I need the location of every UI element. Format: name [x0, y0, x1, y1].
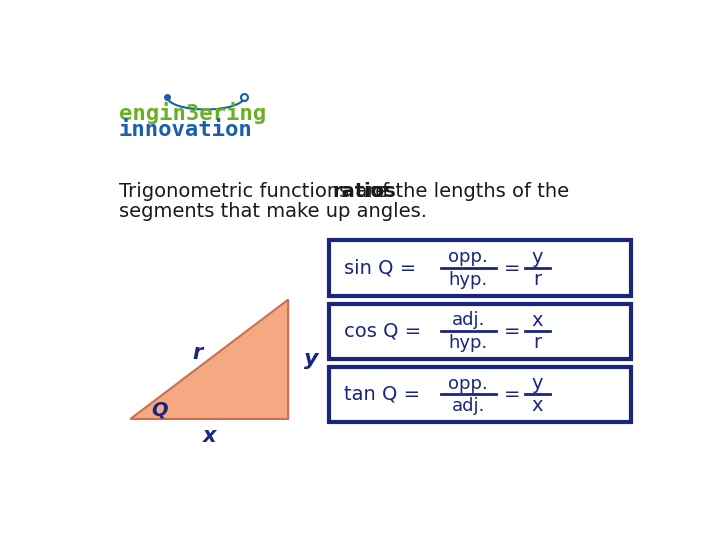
Text: y: y: [532, 374, 544, 393]
Text: adj.: adj.: [451, 397, 485, 415]
Text: =: =: [504, 259, 521, 278]
Text: hyp.: hyp.: [449, 334, 488, 352]
Text: Q: Q: [151, 400, 168, 419]
Text: r: r: [192, 343, 203, 363]
Text: sin Q =: sin Q =: [344, 259, 417, 278]
Text: r: r: [534, 333, 541, 352]
FancyBboxPatch shape: [329, 367, 631, 422]
Text: opp.: opp.: [449, 248, 488, 266]
Text: x: x: [532, 396, 544, 415]
Text: engin3ering: engin3ering: [119, 102, 266, 124]
Text: innovation: innovation: [119, 120, 253, 140]
Text: segments that make up angles.: segments that make up angles.: [119, 202, 427, 221]
Text: r: r: [534, 270, 541, 289]
Text: y: y: [304, 349, 318, 369]
FancyBboxPatch shape: [329, 303, 631, 359]
Text: opp.: opp.: [449, 375, 488, 393]
Text: adj.: adj.: [451, 312, 485, 329]
Text: Trigonometric functions are: Trigonometric functions are: [119, 182, 393, 201]
Text: =: =: [504, 385, 521, 404]
FancyBboxPatch shape: [329, 240, 631, 296]
Text: hyp.: hyp.: [449, 271, 488, 288]
Text: of the lengths of the: of the lengths of the: [364, 182, 569, 201]
Text: x: x: [202, 426, 216, 446]
Text: ratios: ratios: [333, 182, 397, 201]
Text: cos Q =: cos Q =: [344, 322, 422, 341]
Text: y: y: [532, 248, 544, 267]
Text: =: =: [504, 322, 521, 341]
Polygon shape: [130, 300, 288, 419]
Text: x: x: [532, 311, 544, 330]
Text: tan Q =: tan Q =: [344, 385, 420, 404]
